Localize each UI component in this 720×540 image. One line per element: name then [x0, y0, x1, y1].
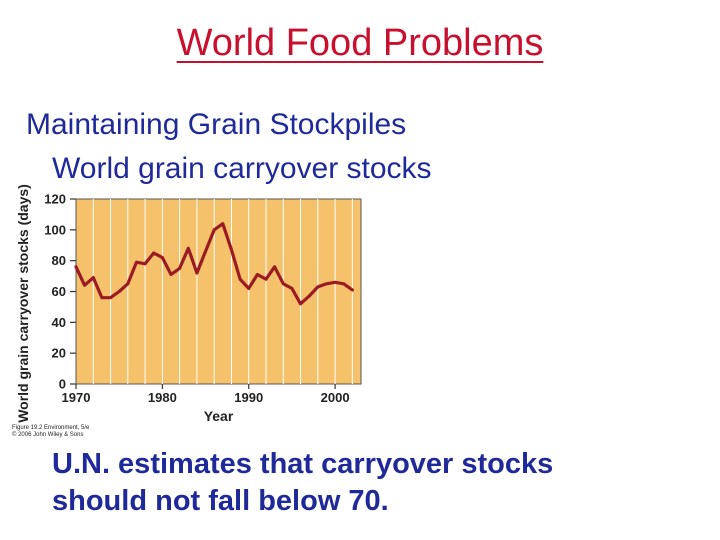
x-axis-title: Year [204, 408, 234, 424]
y-tick-label: 100 [44, 222, 66, 237]
y-tick-label: 0 [59, 377, 66, 392]
series-line [74, 222, 354, 306]
y-tick-label: 120 [44, 192, 66, 207]
chart-caption: World grain carryover stocks [52, 152, 432, 185]
slide-subtitle: Maintaining Grain Stockpiles [26, 108, 407, 141]
y-axis: 0 20 40 60 80 100 120 [44, 192, 76, 392]
x-tick-label: 1990 [234, 390, 263, 405]
x-tick-label: 2000 [321, 390, 350, 405]
x-tick-label: 1980 [148, 390, 177, 405]
y-tick-label: 60 [52, 284, 66, 299]
slide-title: World Food Problems [176, 22, 544, 64]
y-tick-label: 80 [52, 253, 66, 268]
x-axis: 1970 1980 1990 2000 [62, 384, 350, 405]
note-line-1: U.N. estimates that carryover stocks [52, 448, 554, 480]
note-line-2: should not fall below 70. [52, 485, 389, 517]
note-text: U.N. estimates that carryover stocks sho… [52, 446, 553, 520]
y-tick-label: 40 [52, 315, 66, 330]
y-tick-label: 20 [52, 346, 66, 361]
x-tick-label: 1970 [62, 390, 91, 405]
y-axis-title: World grain carryover stocks (days) [15, 184, 31, 423]
figure-credit-line-2: © 2006 John Wiley & Sons [12, 432, 84, 438]
figure-credit-line-1: Figure 19.2 Environment, 5/e [12, 425, 90, 431]
figure-credit: Figure 19.2 Environment, 5/e © 2006 John… [12, 425, 89, 439]
